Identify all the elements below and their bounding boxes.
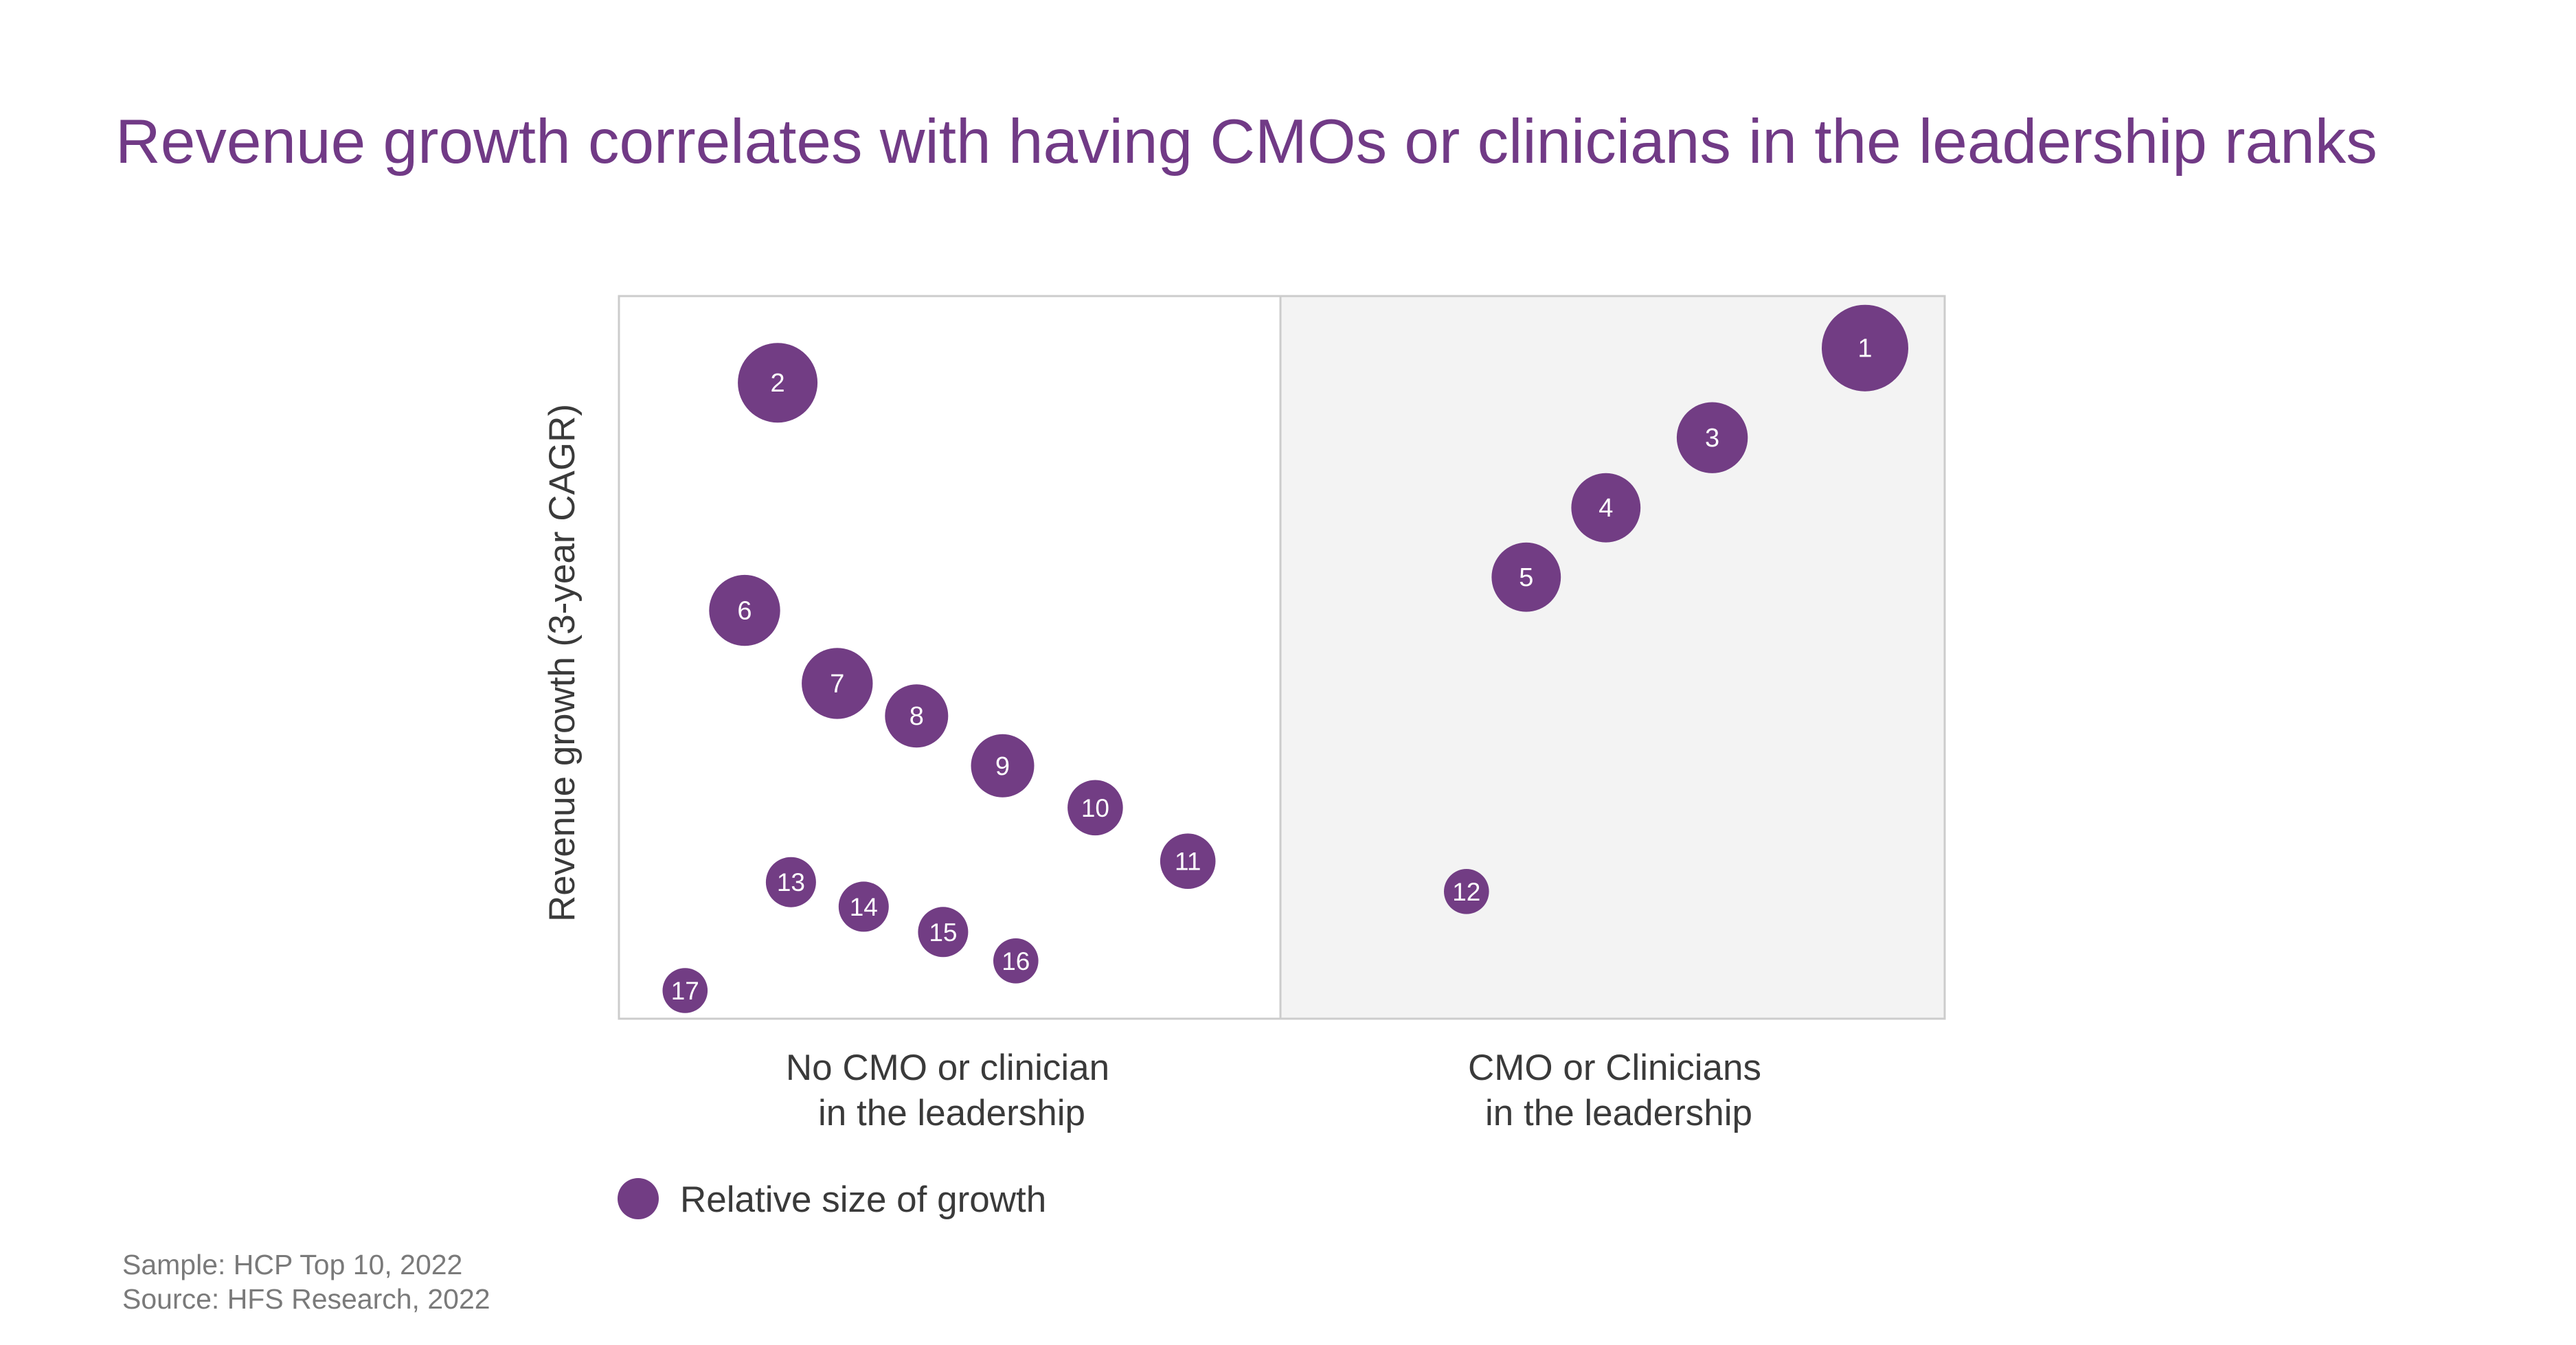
category-label-0: No CMO or clinician in the leadership: [786, 1048, 1109, 1133]
bubble-17: [662, 968, 708, 1013]
bubble-label-2: 2: [771, 369, 785, 398]
bubble-label-15: 15: [929, 918, 957, 947]
bubble-6: [709, 574, 780, 646]
bubble-label-8: 8: [909, 702, 924, 731]
bubble-15: [918, 907, 969, 958]
bubble-label-10: 10: [1081, 794, 1109, 822]
source-note: Source: HFS Research, 2022: [122, 1283, 490, 1315]
chart-title: Revenue growth correlates with having CM…: [115, 107, 2377, 177]
bubble-label-5: 5: [1519, 563, 1533, 592]
bubble-12: [1444, 869, 1489, 914]
bubble-1: [1822, 304, 1908, 392]
bubble-16: [993, 938, 1039, 984]
legend-bubble-icon: [618, 1178, 659, 1219]
bubble-label-9: 9: [995, 752, 1010, 781]
bubble-label-13: 13: [777, 868, 805, 896]
bubble-5: [1491, 542, 1561, 612]
bubble-label-12: 12: [1452, 878, 1480, 906]
bubble-label-3: 3: [1705, 424, 1719, 453]
bubble-label-14: 14: [850, 893, 878, 921]
bubble-3: [1676, 402, 1748, 473]
bubble-label-6: 6: [737, 597, 752, 626]
bubble-label-17: 17: [671, 977, 699, 1005]
bubble-label-4: 4: [1598, 494, 1613, 523]
bubble-7: [802, 648, 873, 719]
bubble-label-11: 11: [1175, 848, 1201, 876]
bubble-label-7: 7: [830, 670, 844, 699]
bubble-9: [971, 734, 1035, 798]
plot-panels: [618, 295, 1946, 1020]
bubble-14: [838, 881, 889, 932]
panel-no-cmo: [618, 295, 1282, 1020]
bubble-2: [738, 343, 818, 423]
bubble-13: [765, 857, 816, 907]
category-label-1: CMO or Clinicians in the leadership: [1468, 1048, 1761, 1133]
legend-label: Relative size of growth: [680, 1179, 1046, 1220]
bubble-label-1: 1: [1857, 335, 1872, 363]
sample-note: Sample: HCP Top 10, 2022: [122, 1249, 462, 1280]
bubble-4: [1571, 473, 1641, 543]
category-labels: No CMO or clinician in the leadership CMO …: [786, 1048, 1761, 1133]
bubble-11: [1160, 833, 1216, 889]
bubble-label-16: 16: [1002, 947, 1030, 975]
y-axis-label: Revenue growth (3-year CAGR): [542, 404, 583, 922]
legend: Relative size of growth: [618, 1178, 1046, 1220]
panel-cmo: [1279, 295, 1946, 1020]
bubble-8: [885, 684, 949, 748]
bubble-10: [1067, 780, 1123, 836]
